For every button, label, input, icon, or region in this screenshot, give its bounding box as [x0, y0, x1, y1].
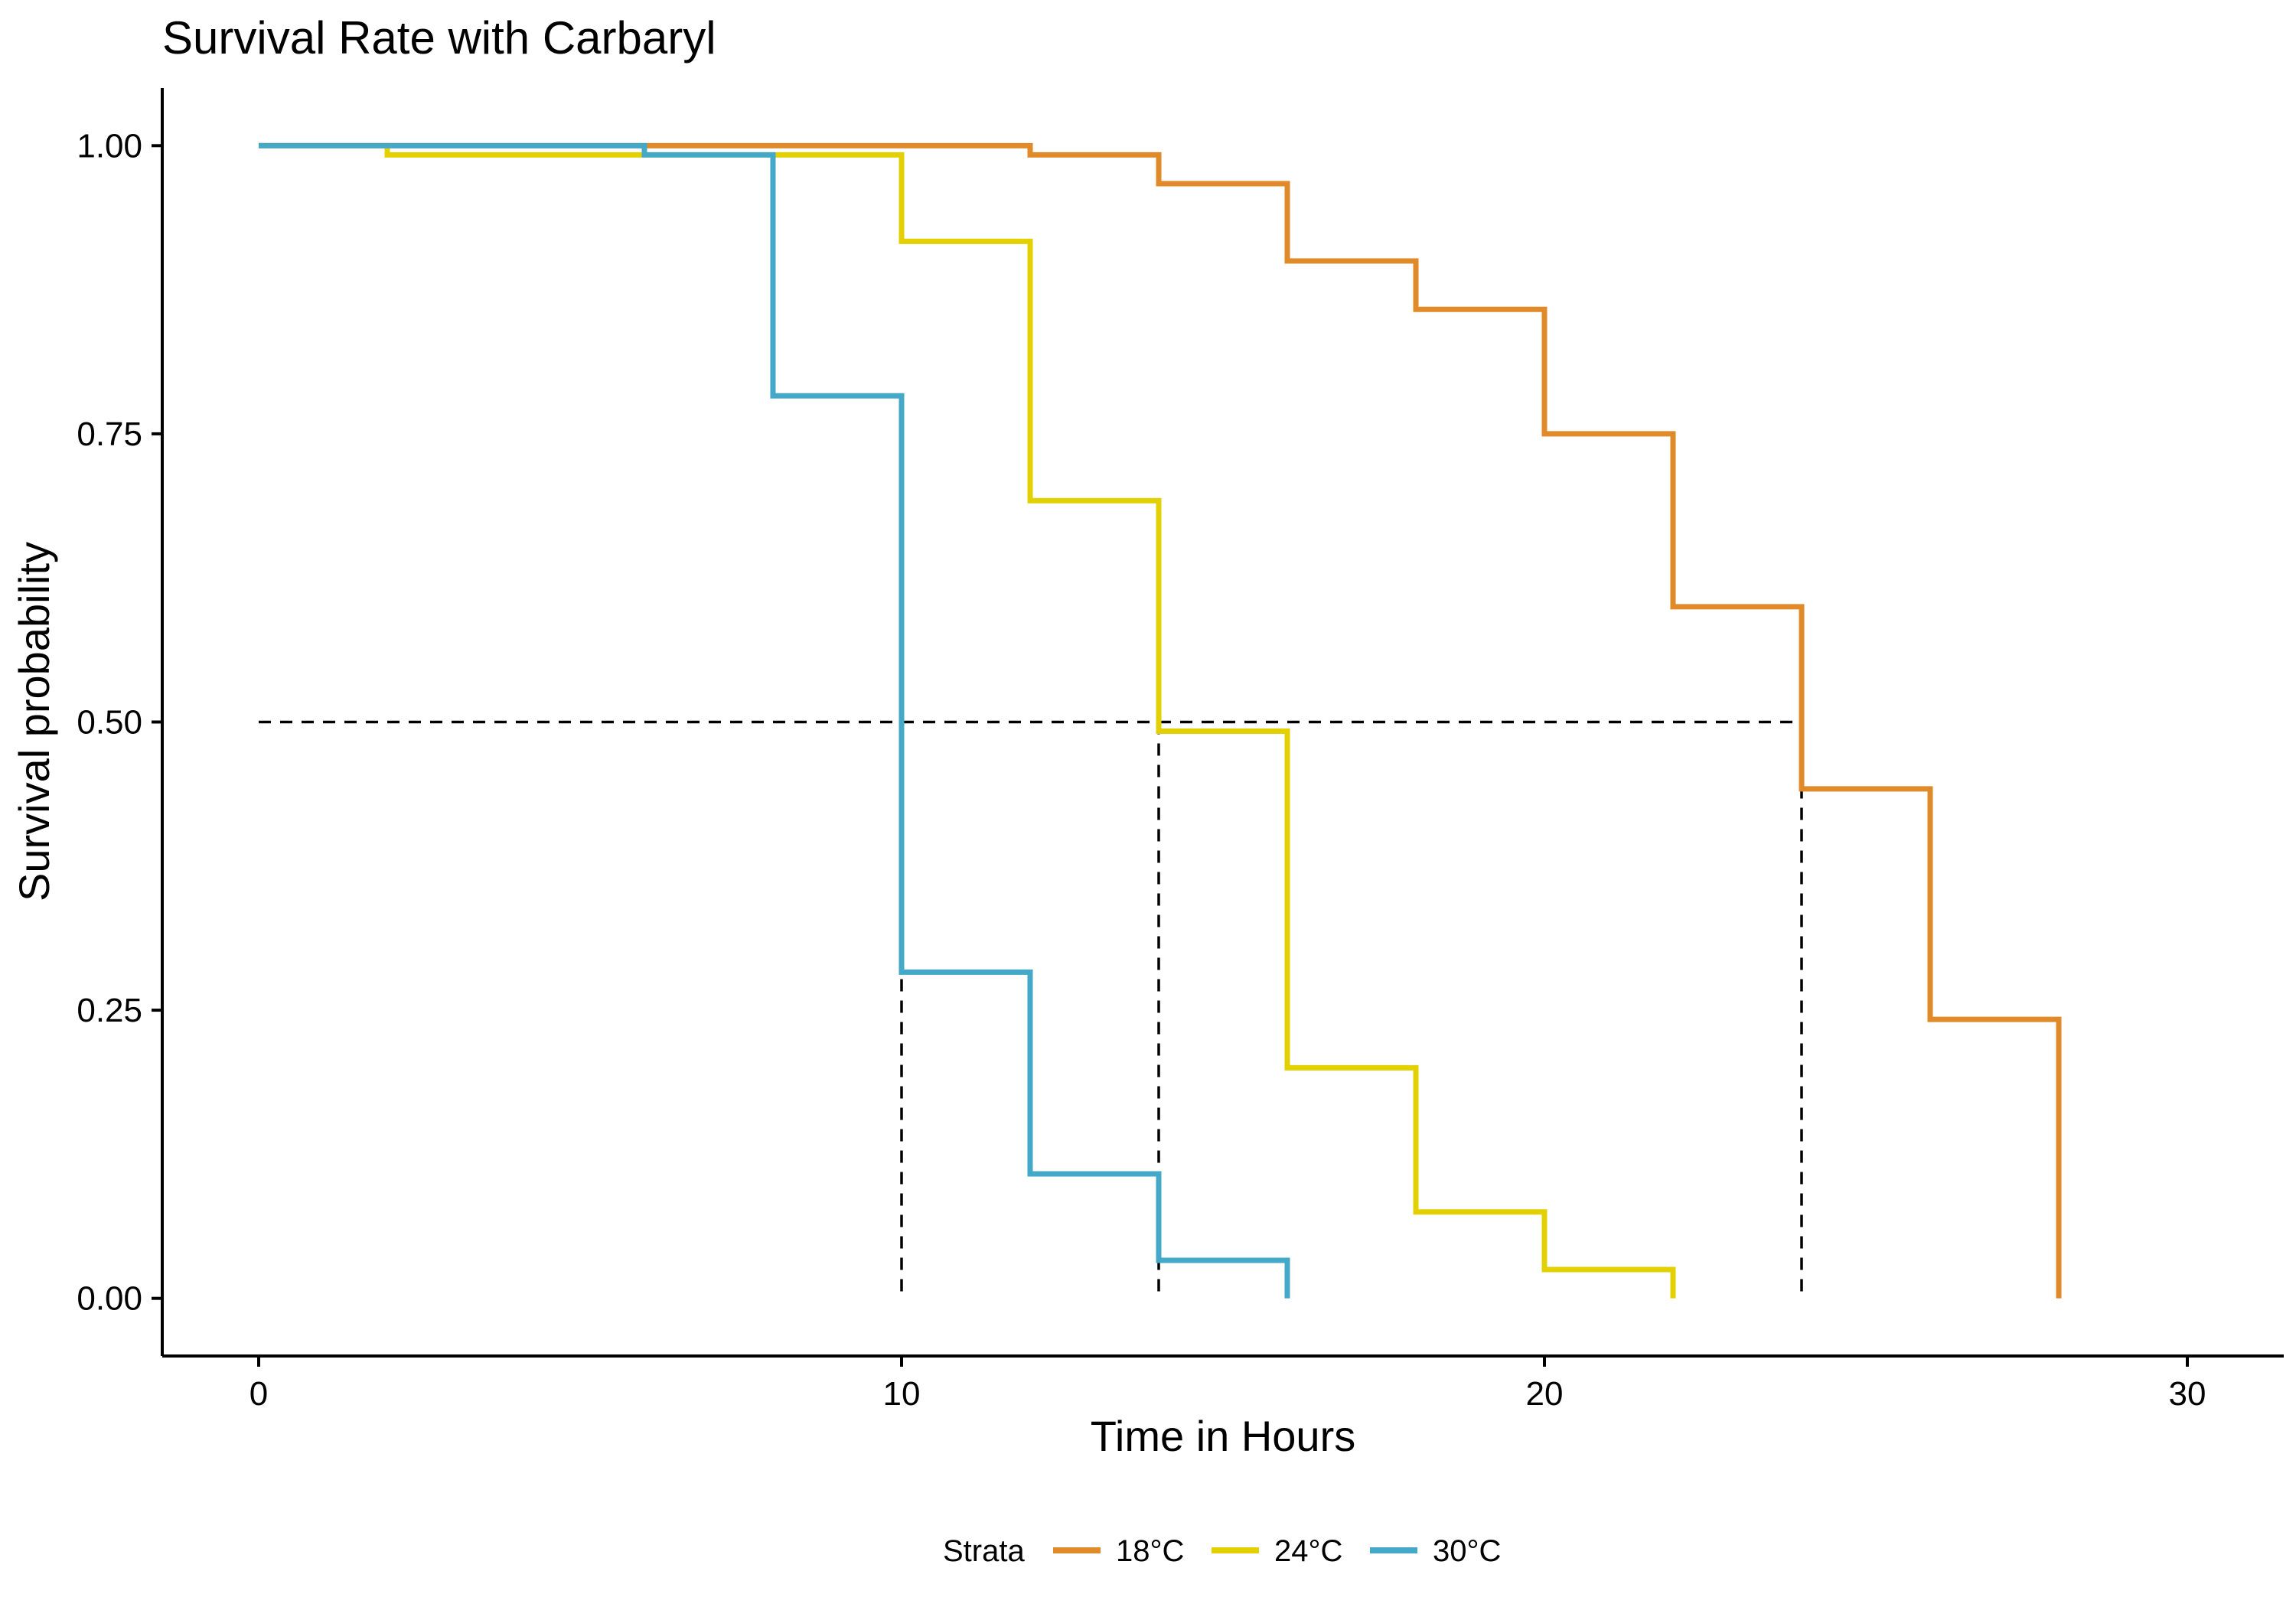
y-axis-ticks: 0.00 0.25 0.50 0.75 1.00	[77, 127, 162, 1318]
x-tick-label: 0	[249, 1375, 268, 1413]
legend: Strata 18°C 24°C 30°C	[943, 1534, 1501, 1568]
y-tick-label: 0.75	[77, 416, 142, 453]
y-tick-label: 0.00	[77, 1280, 142, 1318]
x-axis-title: Time in Hours	[1091, 1412, 1355, 1460]
y-tick-label: 0.50	[77, 704, 142, 742]
legend-label-3: 30°C	[1433, 1534, 1501, 1568]
survival-curve-series-1	[259, 142, 2062, 1299]
x-tick-label: 10	[883, 1375, 921, 1413]
legend-label-1: 18°C	[1116, 1534, 1184, 1568]
legend-label-2: 24°C	[1274, 1534, 1342, 1568]
chart-title: Survival Rate with Carbaryl	[162, 12, 716, 64]
y-tick-label: 1.00	[77, 127, 142, 165]
y-tick-label: 0.25	[77, 992, 142, 1029]
x-tick-label: 20	[1526, 1375, 1564, 1413]
x-axis-ticks: 0 10 20 30	[249, 1356, 2206, 1413]
plot-area	[259, 142, 2062, 1299]
survival-curve-series-3	[259, 142, 1290, 1299]
y-axis-title: Survival probability	[10, 542, 58, 901]
legend-title: Strata	[943, 1534, 1025, 1568]
x-tick-label: 30	[2169, 1375, 2206, 1413]
